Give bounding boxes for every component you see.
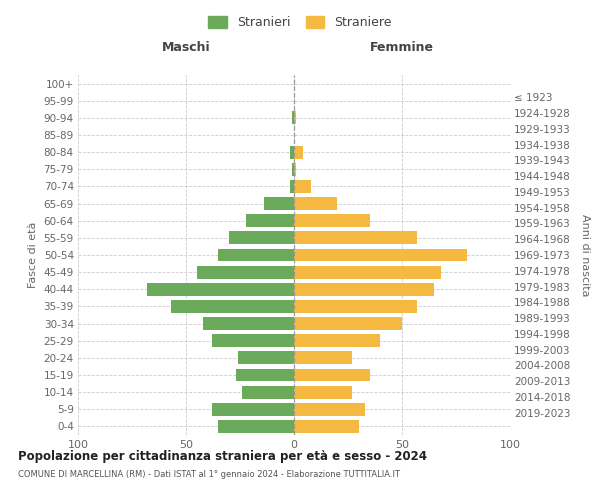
Bar bbox=[294, 266, 441, 278]
Bar bbox=[229, 232, 294, 244]
Bar bbox=[294, 403, 365, 415]
Bar bbox=[218, 248, 294, 262]
Bar bbox=[294, 248, 467, 262]
Bar bbox=[294, 420, 359, 433]
Bar bbox=[238, 352, 294, 364]
Bar bbox=[294, 283, 434, 296]
Text: COMUNE DI MARCELLINA (RM) - Dati ISTAT al 1° gennaio 2024 - Elaborazione TUTTITA: COMUNE DI MARCELLINA (RM) - Dati ISTAT a… bbox=[18, 470, 400, 479]
Bar bbox=[294, 180, 311, 193]
Bar bbox=[294, 112, 296, 124]
Bar bbox=[218, 420, 294, 433]
Y-axis label: Anni di nascita: Anni di nascita bbox=[580, 214, 590, 296]
Bar bbox=[242, 386, 294, 398]
Legend: Stranieri, Straniere: Stranieri, Straniere bbox=[203, 11, 397, 34]
Bar bbox=[264, 197, 294, 210]
Bar bbox=[294, 163, 296, 175]
Bar bbox=[212, 403, 294, 415]
Bar bbox=[236, 368, 294, 382]
Y-axis label: Fasce di età: Fasce di età bbox=[28, 222, 38, 288]
Bar bbox=[171, 300, 294, 313]
Bar bbox=[294, 368, 370, 382]
Bar bbox=[294, 352, 352, 364]
Bar bbox=[294, 334, 380, 347]
Bar bbox=[147, 283, 294, 296]
Text: Femmine: Femmine bbox=[370, 42, 434, 54]
Bar bbox=[292, 163, 294, 175]
Text: Popolazione per cittadinanza straniera per età e sesso - 2024: Popolazione per cittadinanza straniera p… bbox=[18, 450, 427, 463]
Bar bbox=[294, 386, 352, 398]
Bar bbox=[290, 146, 294, 158]
Bar bbox=[294, 317, 402, 330]
Bar bbox=[247, 214, 294, 227]
Bar bbox=[292, 112, 294, 124]
Bar bbox=[294, 300, 417, 313]
Bar bbox=[294, 232, 417, 244]
Bar bbox=[203, 317, 294, 330]
Bar bbox=[294, 197, 337, 210]
Bar bbox=[294, 214, 370, 227]
Bar bbox=[290, 180, 294, 193]
Bar bbox=[212, 334, 294, 347]
Bar bbox=[197, 266, 294, 278]
Text: Maschi: Maschi bbox=[161, 42, 211, 54]
Bar bbox=[294, 146, 302, 158]
